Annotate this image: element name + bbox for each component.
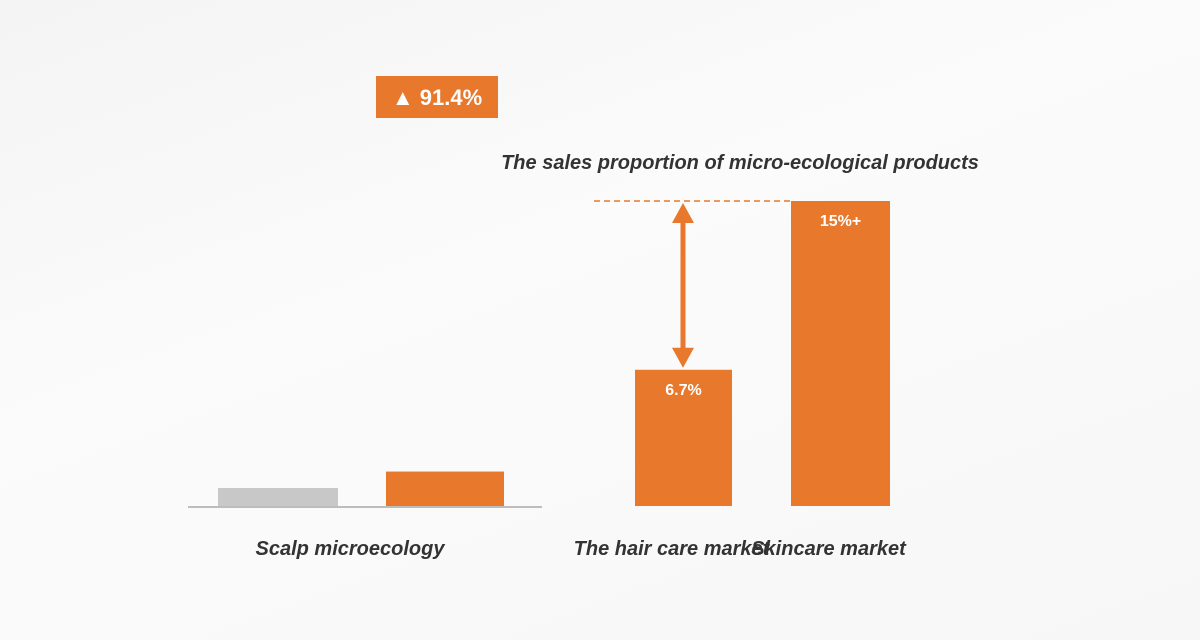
- growth-badge-bg: [376, 76, 498, 118]
- growth-badge-label: ▲ 91.4%: [392, 85, 482, 110]
- growth-badge: ▲ 91.4%: [376, 76, 498, 118]
- category-label-skincare: Skincare market: [751, 538, 907, 560]
- difference-arrow: [672, 203, 694, 368]
- scalp-bar-after: [386, 471, 504, 506]
- data-label-skincare: 15%+: [820, 213, 861, 230]
- scalp-chart: ▲ 91.4% Scalp microecology: [188, 76, 542, 560]
- bar-hair-care-market: [635, 369, 732, 506]
- chart-title: The sales proportion of micro-ecological…: [501, 152, 979, 174]
- arrow-head-up-icon: [672, 203, 694, 223]
- bar-skincare-market: [791, 201, 890, 506]
- scalp-microecology-label: Scalp microecology: [256, 538, 446, 560]
- sales-proportion-chart: The sales proportion of micro-ecological…: [501, 152, 979, 560]
- data-label-hair-care: 6.7%: [665, 382, 701, 399]
- arrow-head-down-icon: [672, 347, 694, 368]
- scalp-bar-before: [218, 488, 338, 506]
- category-label-hair-care: The hair care market: [574, 538, 771, 560]
